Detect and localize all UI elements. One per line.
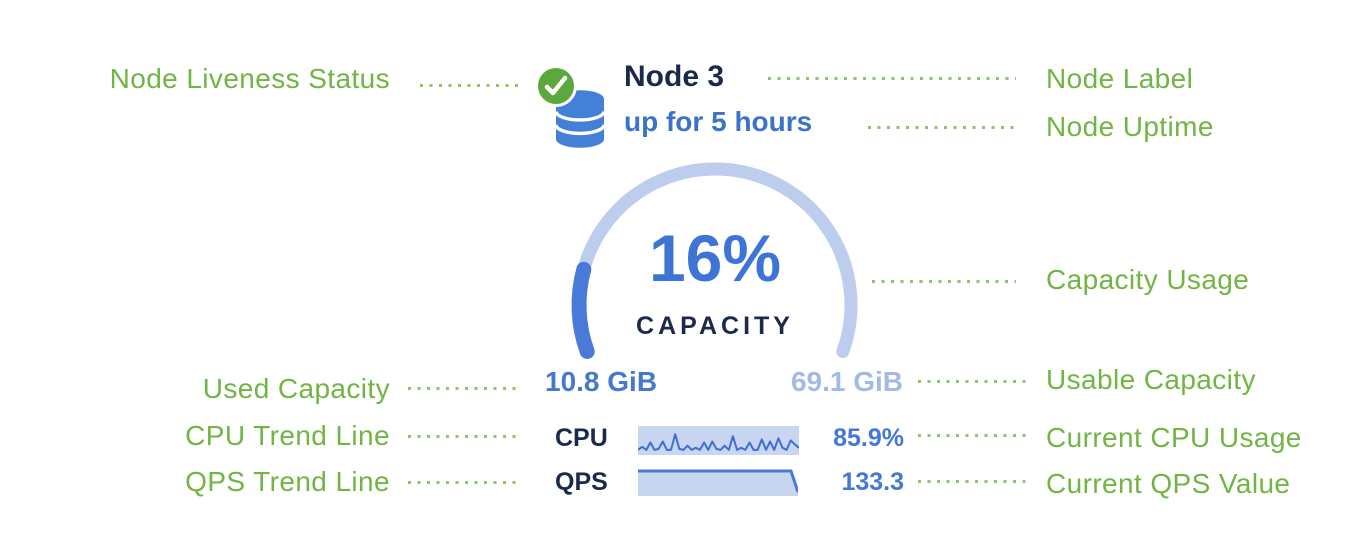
leader-line: [408, 387, 518, 390]
capacity-usage-percent: 16%: [648, 221, 782, 295]
qps-value: 133.3: [841, 468, 904, 496]
leader-line: [408, 435, 518, 438]
qps-trend-fill: [638, 471, 798, 496]
annotation-current-cpu-usage: Current CPU Usage: [1046, 422, 1302, 453]
annotation-node-liveness-status: Node Liveness Status: [109, 63, 390, 94]
leader-line: [918, 434, 1030, 437]
leader-line: [868, 126, 1016, 129]
qps-trend-chart: [638, 469, 798, 496]
node-label: Node 3: [624, 60, 725, 93]
annotation-node-uptime: Node Uptime: [1046, 111, 1214, 142]
qps-trend-line: [638, 469, 798, 493]
qps-label: QPS: [555, 468, 608, 496]
capacity-gauge: [571, 162, 858, 359]
used-capacity-value: 10.8 GiB: [545, 366, 658, 397]
gauge-used-arc: [571, 261, 595, 359]
annotation-node-label: Node Label: [1046, 63, 1194, 94]
cpu-usage-value: 85.9%: [833, 424, 904, 452]
cpu-label: CPU: [555, 424, 608, 452]
annotation-usable-capacity: Usable Capacity: [1046, 364, 1256, 395]
annotation-cpu-trend-line: CPU Trend Line: [185, 420, 390, 451]
node-uptime: up for 5 hours: [624, 106, 813, 137]
annotation-capacity-usage: Capacity Usage: [1046, 264, 1250, 295]
annotation-qps-trend-line: QPS Trend Line: [185, 466, 390, 497]
cpu-trend-sparkline: [638, 426, 799, 455]
annotation-current-qps-value: Current QPS Value: [1046, 468, 1291, 499]
leader-line: [768, 77, 1016, 80]
cpu-spark-line: [638, 433, 799, 451]
leader-line: [918, 380, 1030, 383]
leader-line: [872, 280, 1016, 283]
annotation-used-capacity: Used Capacity: [202, 373, 390, 404]
leader-line: [918, 480, 1030, 483]
check-circle-icon: [535, 65, 577, 107]
leader-line: [408, 481, 518, 484]
capacity-title: CAPACITY: [636, 312, 794, 340]
leader-line: [420, 84, 524, 87]
usable-capacity-value: 69.1 GiB: [790, 366, 903, 397]
